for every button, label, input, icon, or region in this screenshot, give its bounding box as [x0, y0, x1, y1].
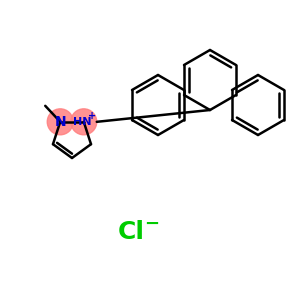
Circle shape — [47, 109, 73, 135]
Text: Cl: Cl — [118, 220, 145, 244]
Text: HN: HN — [73, 117, 91, 127]
Text: −: − — [144, 215, 159, 233]
Text: N: N — [54, 115, 66, 129]
Text: +: + — [88, 111, 96, 121]
Circle shape — [71, 109, 97, 135]
